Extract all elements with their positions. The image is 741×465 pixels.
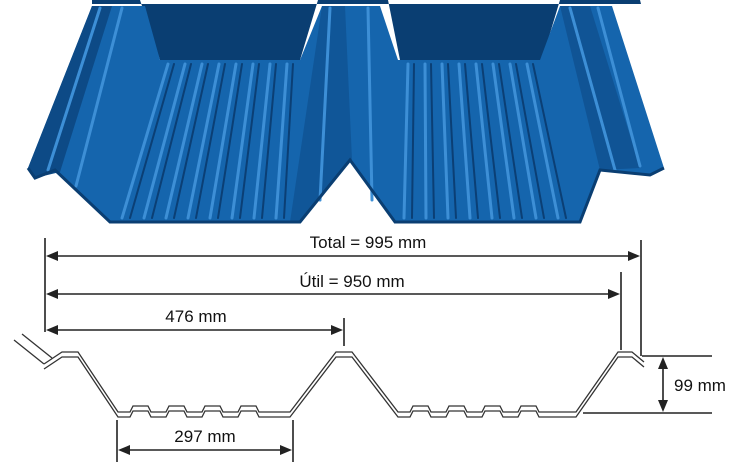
sheet-ridge	[515, 63, 545, 219]
sheet-ridge	[457, 62, 472, 220]
arrowhead	[118, 445, 130, 455]
break-mark	[13, 339, 45, 365]
sheet-ridge	[491, 62, 516, 220]
sheet-ridge	[120, 62, 170, 220]
arrowhead	[658, 357, 668, 369]
dim-valley-width-label: 297 mm	[174, 427, 235, 446]
sheet-ridge	[411, 63, 415, 219]
sheet-ridge	[142, 62, 187, 220]
sheet-ridge	[261, 63, 277, 219]
sheet-ridge	[186, 62, 221, 220]
sheet-ridge	[508, 62, 538, 220]
sheet-ridges	[46, 6, 642, 220]
sheet-profile	[13, 333, 645, 418]
sheet-ridge-shadows	[129, 63, 567, 219]
sheet-ridge	[440, 62, 450, 220]
sheet-ridge	[430, 63, 435, 219]
arrowhead	[658, 400, 668, 412]
sheet-ridge	[46, 6, 102, 172]
sheet-ridge	[239, 63, 260, 219]
dim-rib-spacing-label: 476 mm	[165, 307, 226, 326]
arrowhead	[331, 325, 343, 335]
sheet-ridge	[217, 63, 243, 219]
sheet-ridge	[481, 63, 501, 219]
arrowhead	[46, 325, 58, 335]
sheet-ridge	[230, 62, 255, 220]
sheet-shade-left	[28, 6, 112, 178]
sheet-ridge	[274, 62, 289, 220]
dim-useful-label: Útil = 950 mm	[299, 272, 404, 291]
sheet-ridge	[283, 63, 294, 219]
sheet-ridge	[252, 62, 272, 220]
sheet-ridge	[498, 63, 523, 219]
sheet-ridge	[74, 6, 124, 188]
dim-total-label: Total = 995 mm	[310, 233, 427, 252]
sheet-ridge	[195, 63, 226, 219]
sheet-ridge	[474, 62, 494, 220]
sheet-back-edge	[92, 0, 641, 60]
sheet-ridge	[366, 6, 374, 202]
sheet-ridge	[208, 62, 238, 220]
sheet-ridge	[402, 62, 410, 220]
arrowhead	[628, 251, 640, 261]
sheet-ridge	[532, 63, 567, 219]
sheet-ridge	[464, 63, 479, 219]
dimension-arrowheads	[46, 251, 668, 455]
sheet-ridge	[447, 63, 457, 219]
dim-height-label: 99 mm	[674, 376, 726, 395]
sheet-ridge	[151, 63, 192, 219]
arrowhead	[280, 445, 292, 455]
sheet-ridge	[318, 6, 332, 202]
profile-outer-line	[43, 351, 645, 413]
sheet-ridge	[423, 62, 428, 220]
sheet-ridge	[596, 6, 642, 168]
sheet-ridge	[129, 63, 175, 219]
break-mark	[21, 333, 53, 359]
dimension-lines	[44, 238, 712, 462]
arrowhead	[608, 289, 620, 299]
sheet-ridge	[525, 62, 560, 220]
sheet-ridge	[173, 63, 209, 219]
sheet-ridge	[164, 62, 204, 220]
sheet-shade-mid	[290, 6, 352, 222]
sheet-ridge	[568, 6, 617, 172]
sheet-illustration	[26, 0, 665, 224]
arrowhead	[46, 251, 58, 261]
sheet-bottom-edge	[26, 157, 665, 224]
arrowhead	[46, 289, 58, 299]
profile-inner-line	[43, 356, 645, 418]
